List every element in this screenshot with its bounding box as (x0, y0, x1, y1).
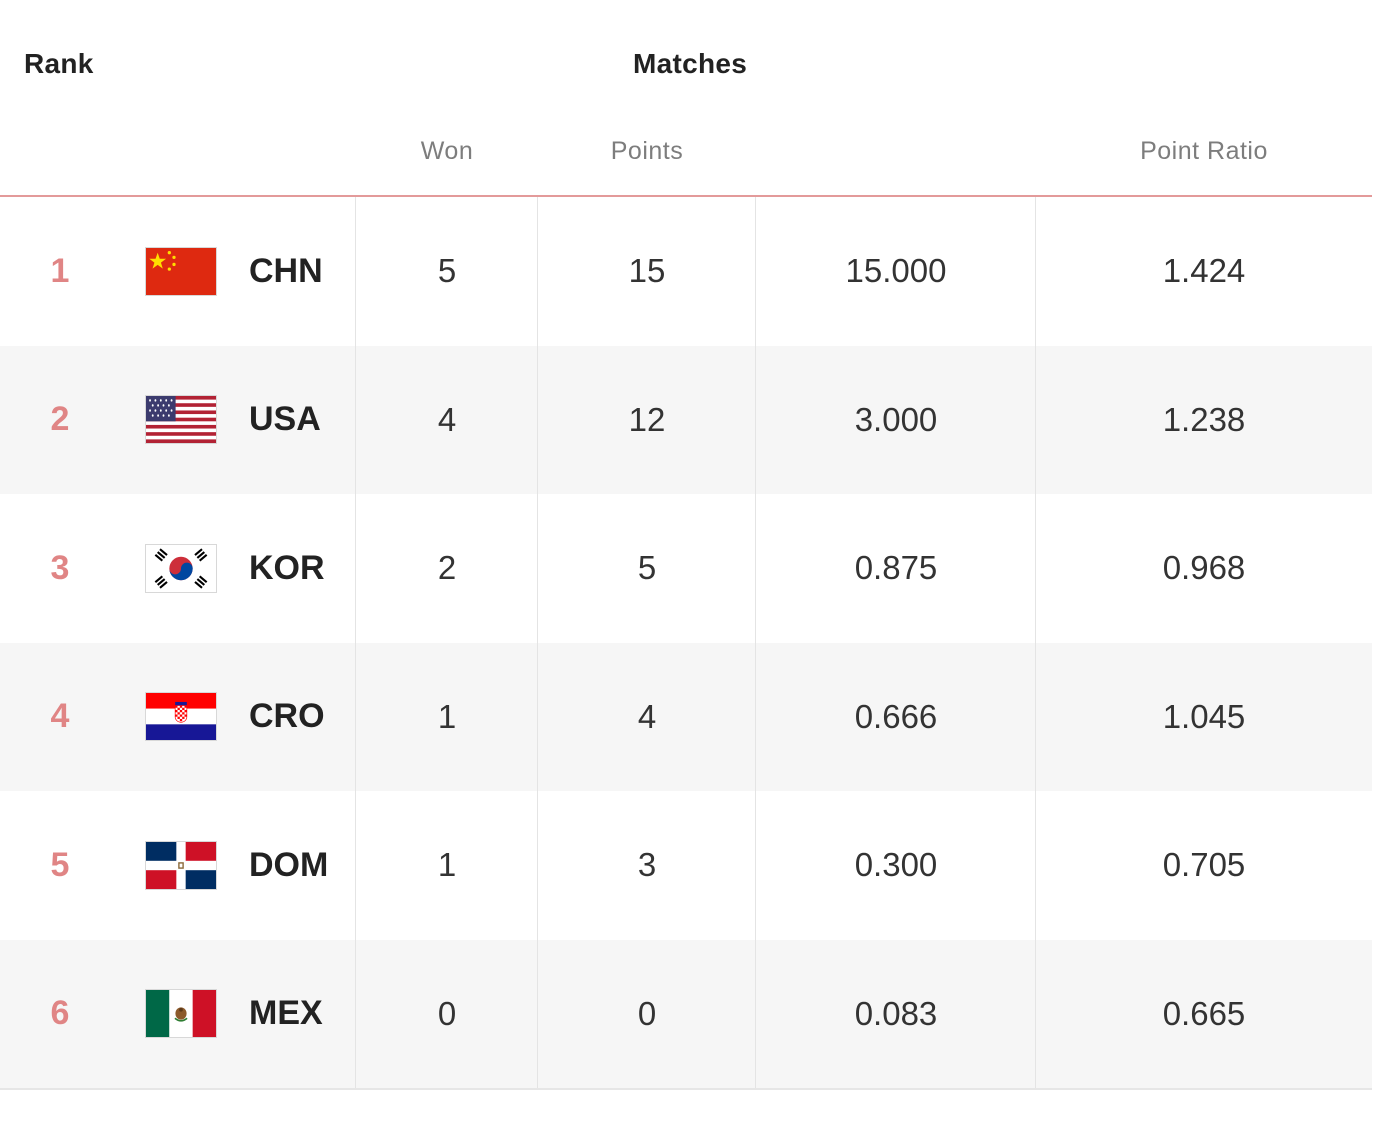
table-row[interactable]: 4 CRO 1 4 0.666 (0, 642, 1372, 792)
rank-header[interactable]: Rank (24, 48, 94, 79)
won-header[interactable]: Won (420, 137, 474, 165)
table-row[interactable]: 6 MEX 0 0 0.083 0.665 (0, 939, 1372, 1089)
won-cell: 0 (437, 994, 457, 1032)
won-cell: 2 (437, 549, 457, 587)
rank-cell: 6 (50, 994, 70, 1033)
set-ratio-cell: 15.000 (845, 252, 947, 290)
won-cell: 5 (437, 252, 457, 290)
point-ratio-cell: 1.424 (1162, 252, 1246, 290)
rank-cell: 4 (50, 697, 70, 736)
mexico-flag-icon (145, 940, 217, 1089)
table-row[interactable]: 3 KOR 2 5 0.875 0.968 (0, 494, 1372, 643)
team-code[interactable]: CHN (249, 251, 323, 290)
korea-flag-icon (145, 494, 217, 643)
standings-table: 1 CHN 5 15 15.000 1.424 2 (0, 197, 1372, 1088)
rank-cell: 1 (50, 251, 70, 290)
points-cell: 15 (628, 252, 666, 290)
points-cell: 4 (637, 697, 657, 735)
table-row[interactable]: 1 CHN 5 15 15.000 1.424 (0, 197, 1372, 346)
point-ratio-cell: 0.968 (1162, 549, 1246, 587)
table-row[interactable]: 2 USA 4 12 3.000 (0, 345, 1372, 495)
column-divider (755, 197, 756, 1089)
points-header[interactable]: Points (610, 137, 684, 165)
set-ratio-cell: 0.300 (854, 846, 938, 884)
set-ratio-cell: 0.083 (854, 994, 938, 1032)
point-ratio-cell: 0.705 (1162, 846, 1246, 884)
table-row[interactable]: 5 DOM 1 3 0.300 0.705 (0, 791, 1372, 940)
table-bottom-border (0, 1088, 1372, 1090)
team-code[interactable]: MEX (249, 994, 323, 1033)
set-ratio-cell: 0.666 (854, 697, 938, 735)
croatia-flag-icon (145, 643, 217, 792)
set-ratio-cell: 0.875 (854, 549, 938, 587)
team-code[interactable]: USA (249, 400, 321, 439)
won-cell: 4 (437, 400, 457, 438)
column-divider (537, 197, 538, 1089)
points-cell: 0 (637, 994, 657, 1032)
team-code[interactable]: KOR (249, 548, 325, 587)
won-cell: 1 (437, 697, 457, 735)
team-code[interactable]: DOM (249, 845, 329, 884)
point-ratio-cell: 1.045 (1162, 697, 1246, 735)
point-ratio-cell: 1.238 (1162, 400, 1246, 438)
column-divider (1035, 197, 1036, 1089)
rank-cell: 2 (50, 400, 70, 439)
matches-header: Matches (633, 48, 748, 79)
team-code[interactable]: CRO (249, 697, 325, 736)
china-flag-icon (145, 197, 217, 346)
points-cell: 12 (628, 400, 666, 438)
rank-cell: 5 (50, 845, 70, 884)
points-cell: 5 (637, 549, 657, 587)
points-cell: 3 (637, 846, 657, 884)
point-ratio-header[interactable]: Point Ratio (1140, 137, 1268, 165)
usa-flag-icon (145, 346, 217, 495)
dominican-republic-flag-icon (145, 791, 217, 940)
header-divider (0, 195, 1372, 197)
point-ratio-cell: 0.665 (1162, 994, 1246, 1032)
won-cell: 1 (437, 846, 457, 884)
rank-cell: 3 (50, 548, 70, 587)
set-ratio-cell: 3.000 (854, 400, 938, 438)
column-divider (355, 197, 356, 1089)
